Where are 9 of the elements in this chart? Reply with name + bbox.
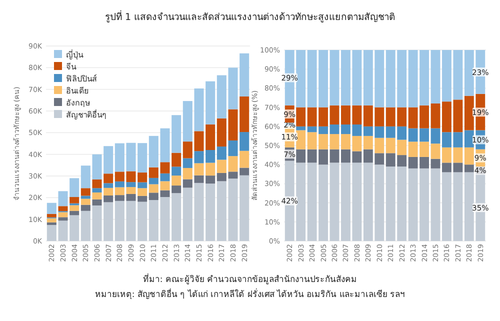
- legend-label: สัญชาติอื่นๆ: [66, 108, 106, 120]
- chart-title: รูปที่ 1 แสดงจำนวนและสัดส่วนแรงงานต่างด้าวทักษะสูงแยกตามสัญชาติ: [104, 10, 396, 23]
- text: ที่มา: คณะผู้วิจัย คำนวณจากข้อมูลสำนักงานประกันสังคม: [142, 273, 358, 285]
- legend-label: อังกฤษ: [66, 98, 90, 108]
- legend-label: อินเดีย: [66, 86, 89, 96]
- legend-label: จีน: [66, 62, 77, 72]
- legend-label: ฟิลิปปินส์: [66, 74, 97, 84]
- legend-label: ญี่ปุ่น: [66, 48, 84, 60]
- text: หมายเหตุ: สัญชาติอื่น ๆ ได้แก่ เกาหลีใต้ ฝรั่งเศส ไต้หวัน อเมริกัน และมาเลเซีย รลฯ: [94, 288, 406, 300]
